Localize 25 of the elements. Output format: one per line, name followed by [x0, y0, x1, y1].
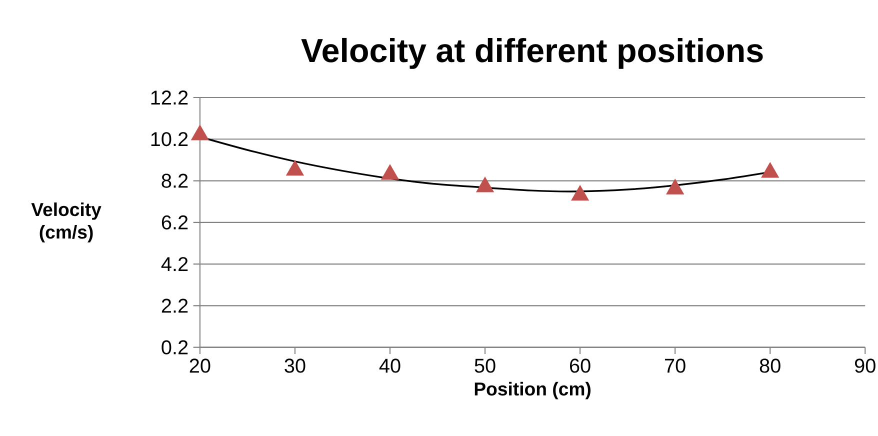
x-tick-label: 90 [854, 358, 876, 373]
x-tick-label: 60 [570, 358, 590, 373]
x-tick-label: 30 [284, 358, 306, 373]
point [381, 164, 399, 180]
y-tick-label: 10.2 [151, 132, 188, 146]
y-tick-label: 0.2 [162, 340, 188, 354]
chart-title: Velocity at different positions [301, 38, 763, 69]
y-tick-label: 12.2 [151, 90, 188, 104]
x-axis-title: Position (cm) [474, 382, 591, 400]
y-tick-label: 2.2 [162, 298, 188, 313]
x-tick-label: 20 [190, 358, 210, 373]
point [761, 162, 780, 178]
y-tick-label: 6.2 [162, 215, 188, 230]
y-tick-label: 8.2 [162, 174, 188, 188]
x-tick-label: 80 [760, 358, 780, 373]
x-tick-label: 70 [665, 358, 686, 373]
y-axis-title: Velocity (cm/s) [31, 202, 102, 242]
y-tick-label: 4.2 [161, 257, 188, 271]
x-tick-label: 40 [379, 358, 400, 373]
x-tick-label: 50 [474, 358, 496, 373]
point [476, 176, 494, 192]
point [191, 124, 209, 140]
point [666, 178, 684, 194]
point [286, 160, 304, 176]
point [571, 185, 589, 201]
